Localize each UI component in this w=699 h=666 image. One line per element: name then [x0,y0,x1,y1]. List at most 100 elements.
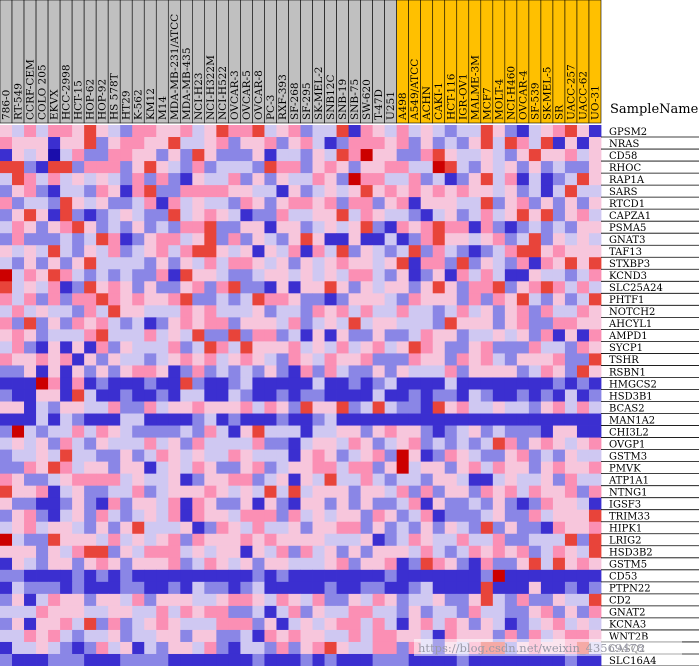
heatmap-cell [276,461,289,475]
heatmap-cell [300,305,313,318]
heatmap-cell [36,137,49,150]
heatmap-cell [516,593,530,607]
heatmap-cell [492,173,506,186]
heatmap-cell [288,269,301,282]
heatmap-cell [228,461,241,475]
heatmap-cell [12,305,25,318]
heatmap-cell [492,389,506,402]
heatmap-cell [120,209,133,222]
heatmap-cell [492,413,506,426]
heatmap-cell [432,353,446,366]
heatmap-cell [372,233,386,246]
heatmap-cell [384,137,398,150]
heatmap-cell [72,197,85,210]
heatmap-cell [336,473,349,487]
heatmap-cell [36,413,49,426]
heatmap-cell [180,485,193,499]
heatmap-cell [420,173,434,186]
heatmap-cell [300,281,313,294]
heatmap-cell [456,269,470,282]
heatmap-cell [180,509,193,523]
heatmap-cell [480,605,494,619]
heatmap-cell [468,617,482,631]
heatmap-cell [540,473,554,487]
heatmap-cell [468,473,482,487]
heatmap-cell [468,137,482,150]
heatmap-cell [168,317,181,330]
heatmap-cell [108,389,121,402]
heatmap-cell [48,209,61,222]
heatmap-cell [108,293,121,306]
heatmap-cell [276,209,289,222]
heatmap-cell [396,329,410,342]
heatmap-cell [312,317,325,330]
heatmap-cell [492,377,506,390]
heatmap-cell [300,569,313,583]
heatmap-cell [468,605,482,619]
heatmap-cell [372,209,386,222]
heatmap-cell [564,341,578,354]
heatmap-cell [96,209,109,222]
heatmap-cell [576,545,590,559]
heatmap-cell [156,485,169,499]
heatmap-cell [372,125,386,138]
heatmap-cell [480,437,494,450]
heatmap-cell [504,245,518,258]
heatmap-cell [288,533,301,547]
heatmap-cell [444,317,458,330]
heatmap-cell [84,569,97,583]
heatmap-cell [276,389,289,402]
heatmap-cell [0,197,13,210]
heatmap-cell [144,497,157,511]
heatmap-cell [168,305,181,318]
heatmap-cell [84,281,97,294]
heatmap-cell [48,377,61,390]
heatmap-cell [252,509,265,523]
heatmap-cell [384,377,398,390]
heatmap-cell [180,641,193,655]
heatmap-cell [348,641,361,655]
heatmap-cell [384,329,398,342]
heatmap-cell [120,173,133,186]
heatmap-cell [504,125,518,138]
heatmap-cell [336,365,349,378]
gene-label: HSD3B2 [609,548,653,559]
heatmap-cell [264,137,277,150]
heatmap-cell [348,173,361,186]
heatmap-cell [84,605,97,619]
heatmap-cell [528,233,542,246]
heatmap-cell [120,329,133,342]
heatmap-cell [396,221,410,234]
heatmap-cell [264,449,277,463]
heatmap-cell [120,485,133,499]
heatmap-cell [156,641,169,655]
heatmap-cell [264,341,277,354]
heatmap-cell [192,329,205,342]
heatmap-cell [324,569,337,583]
heatmap-cell [0,593,13,607]
heatmap-cell [192,245,205,258]
heatmap-cell [240,653,253,666]
heatmap-cell [192,221,205,234]
heatmap-cell [264,293,277,306]
heatmap-cell [288,557,301,571]
heatmap-cell [264,257,277,270]
heatmap-cell [120,305,133,318]
heatmap-cell [396,521,410,535]
heatmap-cell [300,389,313,402]
heatmap-cell [288,545,301,559]
heatmap-cell [108,497,121,511]
heatmap-cell [252,365,265,378]
heatmap-cell [228,221,241,234]
heatmap-cell [540,209,554,222]
heatmap-cell [504,377,518,390]
heatmap-cell [516,197,530,210]
heatmap-cell [432,185,446,198]
sample-label: U251 [385,91,397,120]
heatmap-cell [180,389,193,402]
heatmap-cell [204,173,217,186]
heatmap-cell [348,557,361,571]
heatmap-cell [0,557,13,571]
heatmap-cell [408,245,422,258]
heatmap-cell [72,461,85,475]
